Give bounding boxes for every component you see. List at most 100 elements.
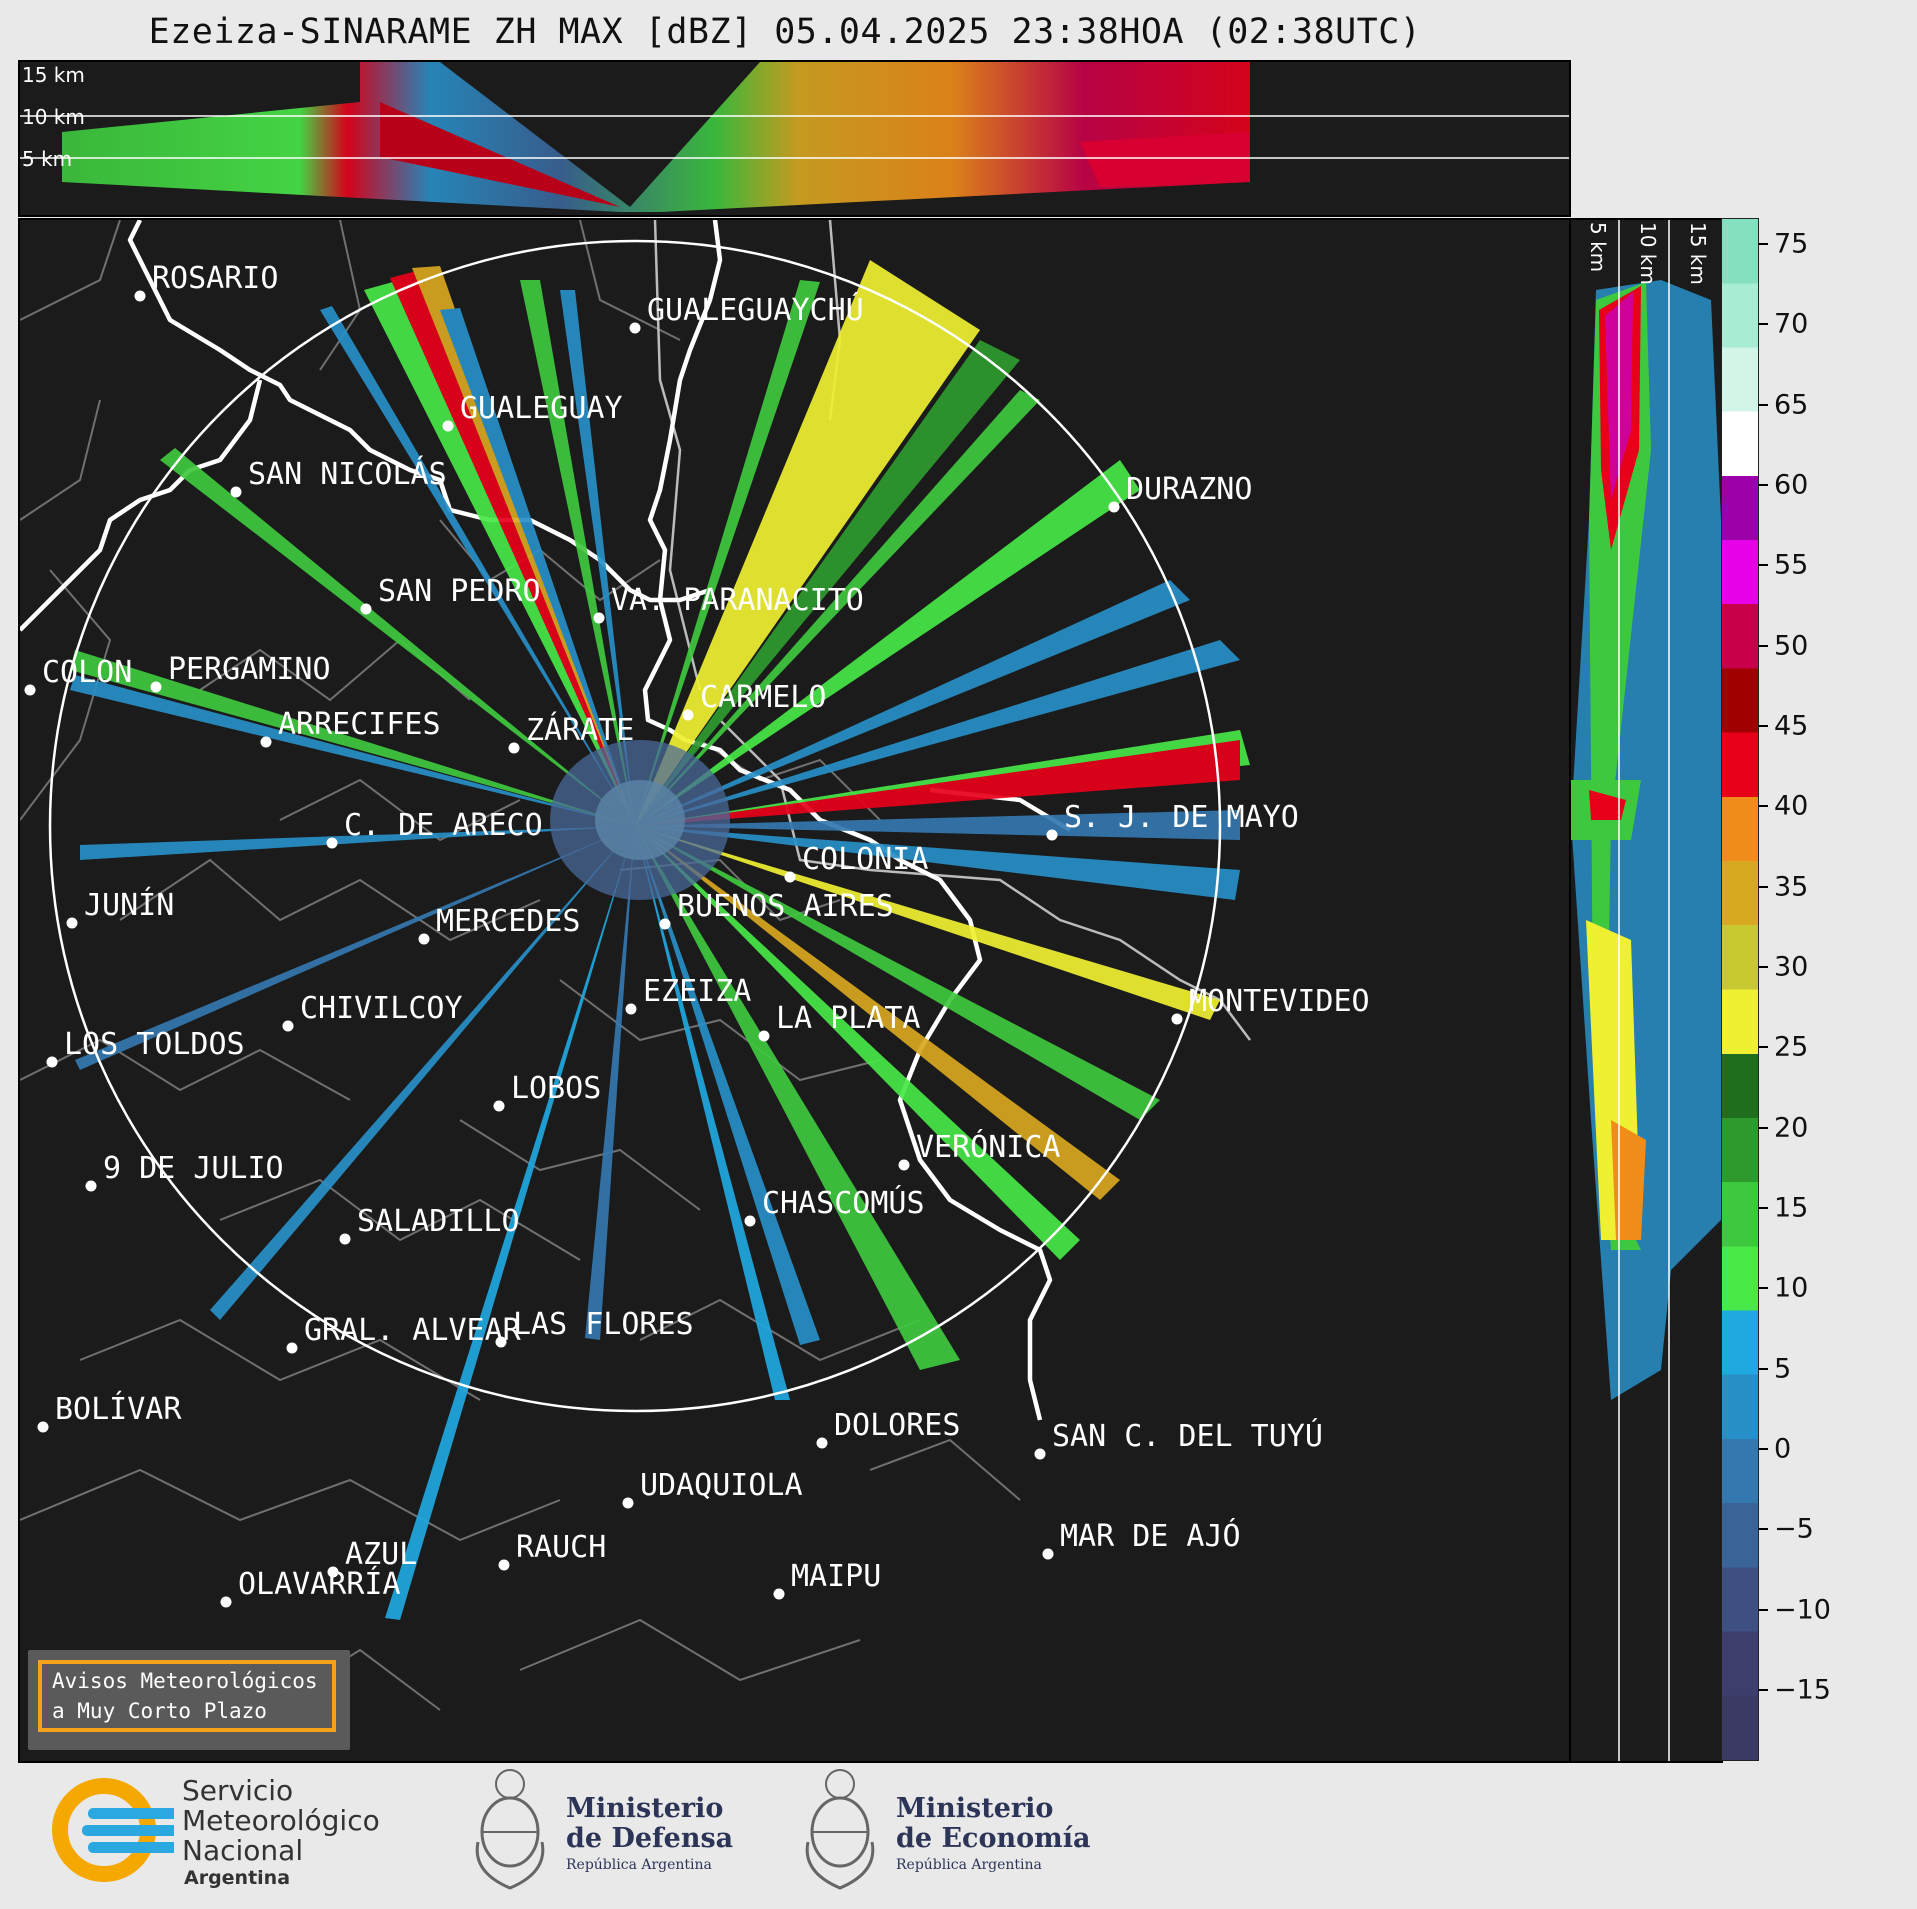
- city-label: MAR DE AJÓ: [1060, 1517, 1241, 1554]
- colorbar-tick-label: 45: [1774, 710, 1809, 742]
- colorbar-tick-label: 25: [1774, 1031, 1809, 1063]
- avisos-frame: Avisos Meteorológicos a Muy Corto Plazo: [38, 1660, 336, 1732]
- city-va-paranacito[interactable]: VA. PARANACITO: [593, 583, 864, 624]
- city-los-toldos[interactable]: LOS TOLDOS: [46, 1027, 245, 1068]
- defensa-line3: República Argentina: [566, 1857, 712, 1873]
- ground-clutter: [550, 740, 730, 900]
- reflectivity-rays: [70, 260, 1250, 1620]
- avisos-box[interactable]: Avisos Meteorológicos a Muy Corto Plazo: [28, 1650, 350, 1750]
- city-chivilcoy[interactable]: CHIVILCOY: [282, 991, 463, 1032]
- city-colonia[interactable]: COLONIA: [784, 842, 929, 883]
- city-dot: [24, 684, 36, 696]
- economia-line3: República Argentina: [896, 1857, 1042, 1873]
- city-mar-de-ajo[interactable]: MAR DE AJÓ: [1042, 1517, 1241, 1560]
- city-label: ROSARIO: [152, 261, 278, 296]
- city-azul[interactable]: AZUL: [327, 1537, 418, 1578]
- city-dot: [493, 1100, 505, 1112]
- city-label: VERÓNICA: [916, 1128, 1061, 1165]
- city-dot: [286, 1342, 298, 1354]
- city-9-de-julio[interactable]: 9 DE JULIO: [85, 1151, 284, 1192]
- defensa-line1: Ministerio: [566, 1793, 724, 1824]
- colorbar-tick: [1758, 564, 1768, 567]
- city-dot: [1042, 1548, 1054, 1560]
- city-dolores[interactable]: DOLORES: [816, 1408, 961, 1449]
- colorbar-tick: [1758, 484, 1768, 486]
- colorbar-tick-label: 5: [1774, 1353, 1792, 1385]
- city-label: DURAZNO: [1126, 472, 1252, 507]
- city-san-c-del-tuyu[interactable]: SAN C. DEL TUYÚ: [1034, 1417, 1323, 1460]
- city-las-flores[interactable]: LAS FLORES: [495, 1307, 694, 1348]
- colorbar-tick-label: 55: [1774, 549, 1809, 581]
- city-label: MONTEVIDEO: [1189, 984, 1370, 1019]
- city-mercedes[interactable]: MERCEDES: [418, 904, 581, 945]
- colorbar-tick: [1758, 1207, 1768, 1209]
- city-zarate[interactable]: ZÁRATE: [508, 712, 635, 754]
- city-label: DOLORES: [834, 1408, 960, 1443]
- city-label: EZEIZA: [643, 974, 751, 1009]
- city-c-de-areco[interactable]: C. DE ARECO: [326, 808, 543, 849]
- city-dot: [1108, 501, 1120, 513]
- colorbar-tick: [1758, 725, 1768, 727]
- city-san-nicolas[interactable]: SAN NICOLÁS: [230, 456, 447, 498]
- city-dot: [1046, 829, 1058, 841]
- city-junin[interactable]: JUNÍN: [66, 887, 175, 929]
- radar-map-graphic: ROSARIO GUALEGUAYCHÚ GUALEGUAY SAN NICOL…: [20, 220, 1370, 1711]
- map-title: Ezeiza-SINARAME ZH MAX [dBZ] 05.04.2025 …: [148, 12, 1422, 52]
- defensa-line2: de Defensa: [566, 1823, 734, 1854]
- city-la-plata[interactable]: LA PLATA: [758, 1001, 921, 1042]
- city-dot: [625, 1003, 637, 1015]
- city-rosario[interactable]: ROSARIO: [134, 261, 279, 302]
- city-veronica[interactable]: VERÓNICA: [898, 1128, 1061, 1171]
- city-arrecifes[interactable]: ARRECIFES: [260, 707, 441, 748]
- colorbar-tick: [1758, 885, 1768, 888]
- coastline: [20, 220, 1072, 1421]
- colorbar-tick-label: 15: [1774, 1192, 1809, 1224]
- city-dot: [758, 1030, 770, 1042]
- city-buenos-aires[interactable]: BUENOS AIRES: [659, 889, 894, 930]
- smn-logo-icon: [52, 1778, 174, 1882]
- city-s-j-de-mayo[interactable]: S. J. DE MAYO: [1046, 800, 1299, 841]
- city-chascomus[interactable]: CHASCOMÚS: [744, 1184, 925, 1227]
- city-dot: [816, 1437, 828, 1449]
- city-label: S. J. DE MAYO: [1064, 800, 1299, 835]
- city-label: BUENOS AIRES: [677, 889, 894, 924]
- city-gral-alvear[interactable]: GRAL. ALVEAR: [286, 1313, 522, 1354]
- city-dot: [66, 917, 78, 929]
- city-label: CARMELO: [700, 680, 826, 715]
- city-lobos[interactable]: LOBOS: [493, 1071, 602, 1112]
- city-carmelo[interactable]: CARMELO: [682, 680, 827, 721]
- city-label: SAN NICOLÁS: [248, 456, 447, 492]
- city-colon[interactable]: COLON: [24, 655, 133, 696]
- city-gualeguay[interactable]: GUALEGUAY: [442, 391, 623, 432]
- city-label: GUALEGUAYCHÚ: [647, 291, 864, 328]
- city-label: BOLÍVAR: [55, 1391, 182, 1427]
- city-pergamino[interactable]: PERGAMINO: [150, 652, 331, 693]
- city-label: MERCEDES: [436, 904, 581, 939]
- city-markers: ROSARIO GUALEGUAYCHÚ GUALEGUAY SAN NICOL…: [24, 261, 1370, 1608]
- city-rauch[interactable]: RAUCH: [498, 1530, 607, 1571]
- city-saladillo[interactable]: SALADILLO: [339, 1204, 520, 1245]
- city-dot: [37, 1421, 49, 1433]
- city-maipu[interactable]: MAIPU: [773, 1559, 882, 1600]
- city-udaquiola[interactable]: UDAQUIOLA: [622, 1468, 803, 1509]
- city-san-pedro[interactable]: SAN PEDRO: [360, 574, 541, 615]
- city-label: JUNÍN: [84, 887, 174, 923]
- top-profile-graphic: 15 km 10 km 5 km: [20, 62, 1569, 212]
- colorbar-tick: [1758, 644, 1768, 647]
- height-label-10km: 10 km: [22, 105, 85, 129]
- colorbar-tick: [1758, 1046, 1768, 1049]
- city-label: 9 DE JULIO: [103, 1151, 284, 1186]
- colorbar-tick-label: 60: [1774, 469, 1809, 501]
- height-label-5km: 5 km: [22, 147, 72, 171]
- city-dot: [326, 837, 338, 849]
- city-dot: [622, 1497, 634, 1509]
- city-durazno[interactable]: DURAZNO: [1108, 472, 1253, 513]
- city-gualeguaychu[interactable]: GUALEGUAYCHÚ: [629, 291, 864, 334]
- city-ezeiza[interactable]: EZEIZA: [625, 974, 752, 1015]
- coat-of-arms-icon: [805, 1769, 875, 1890]
- city-bolivar[interactable]: BOLÍVAR: [37, 1391, 183, 1433]
- city-montevideo[interactable]: MONTEVIDEO: [1171, 984, 1370, 1025]
- city-olavarria[interactable]: OLAVARRÍA: [220, 1566, 401, 1608]
- defensa-logo-text: Ministerio de Defensa República Argentin…: [566, 1794, 733, 1876]
- city-label: AZUL: [345, 1537, 417, 1572]
